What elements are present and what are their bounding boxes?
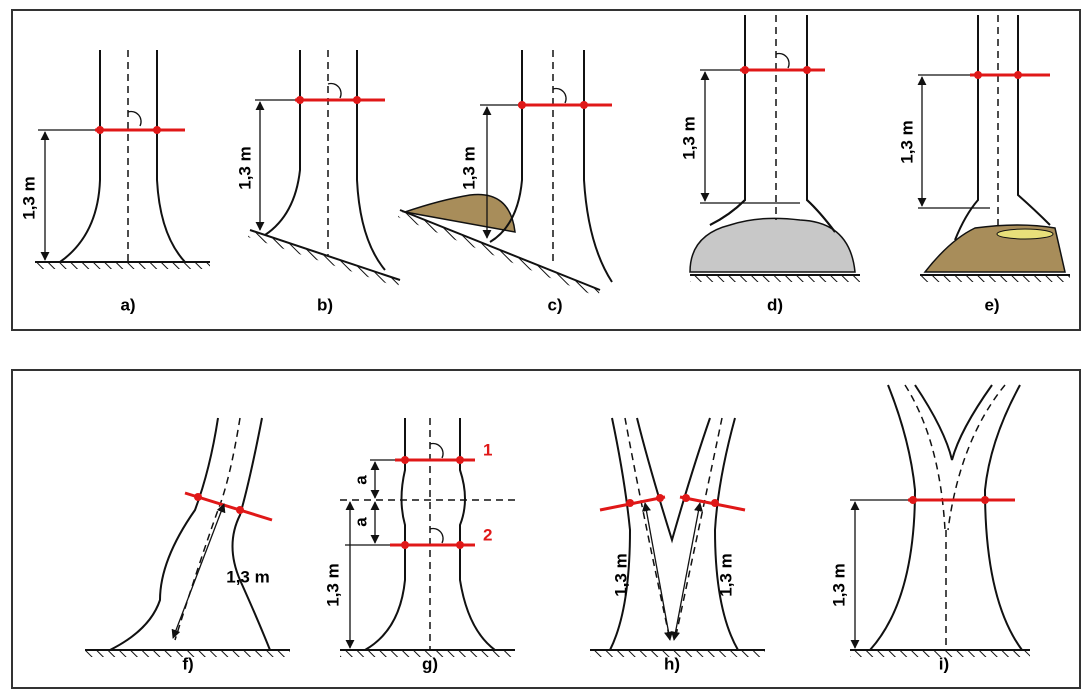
- height-label: 1,3 m: [611, 553, 630, 596]
- panel-label: g): [422, 654, 438, 673]
- offset-label: a: [351, 475, 370, 485]
- panel-b: 1,3 m b): [235, 50, 401, 314]
- height-label: 1,3 m: [679, 116, 698, 159]
- height-label: 1,3 m: [19, 176, 38, 219]
- bottom-frame: [11, 369, 1081, 689]
- panel-label: b): [317, 295, 333, 314]
- panel-label: f): [182, 654, 193, 673]
- top-frame: [11, 9, 1081, 331]
- panel-h: 1,3 m 1,3 m h): [590, 417, 765, 673]
- height-label: 1,3 m: [716, 553, 735, 596]
- panel-label: d): [767, 295, 783, 314]
- height-label: 1,3 m: [829, 563, 848, 606]
- panel-d: 1,3 m d): [679, 15, 860, 314]
- panel-label: a): [120, 295, 135, 314]
- height-label: 1,3 m: [226, 567, 269, 586]
- panel-label: c): [547, 295, 562, 314]
- height-label: 1,3 m: [323, 563, 342, 606]
- offset-label: a: [351, 517, 370, 527]
- panel-label: h): [664, 654, 680, 673]
- mark-label: 2: [483, 525, 492, 544]
- height-label: 1,3 m: [897, 120, 916, 163]
- panel-a: 1,3 m a): [19, 50, 210, 314]
- panel-label: e): [984, 295, 999, 314]
- panel-g: a a 1 2 1,3 m g): [323, 418, 515, 673]
- panel-c: 1,3 m c): [398, 50, 613, 314]
- panel-f: 1,3 m f): [85, 417, 290, 673]
- height-label: 1,3 m: [235, 146, 254, 189]
- panel-e: 1,3 m e): [897, 15, 1070, 314]
- height-label: 1,3 m: [459, 146, 478, 189]
- mark-label: 1: [483, 440, 492, 459]
- panel-label: i): [939, 654, 949, 673]
- panel-i: 1,3 m i): [829, 384, 1030, 673]
